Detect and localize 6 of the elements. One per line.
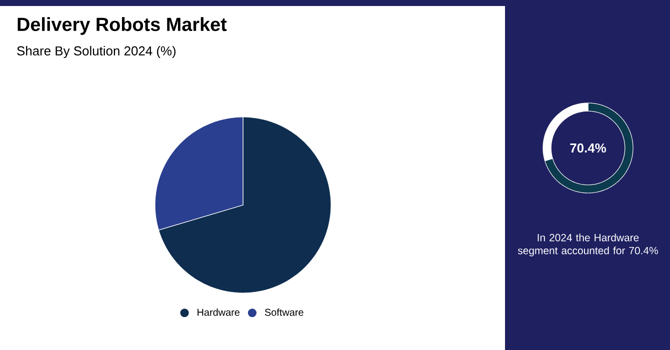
legend-label: Hardware xyxy=(198,308,240,316)
data-label: 70.4% xyxy=(570,143,606,153)
chart-subtitle: Share By Solution 2024 (%) xyxy=(17,46,176,58)
legend-label: Software xyxy=(264,308,304,316)
text: In 2024 the Hardware segment accounted for 70.4% xyxy=(518,234,658,256)
chart-title: Delivery Robots Market xyxy=(18,17,227,35)
